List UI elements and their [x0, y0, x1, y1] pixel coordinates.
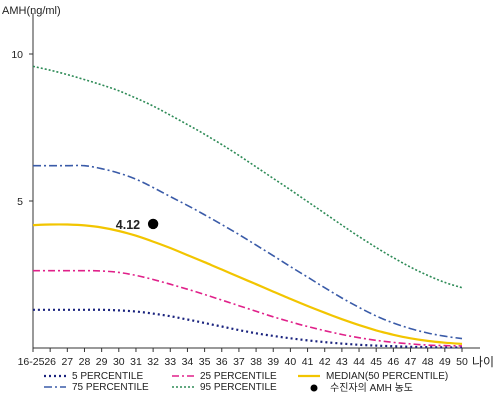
x-tick-label-46: 46	[388, 356, 400, 368]
legend-label-median-50-percentile: MEDIAN(50 PERCENTILE)	[326, 371, 448, 382]
legend-label-5-percentile: 5 PERCENTILE	[72, 371, 143, 382]
legend-label-95-percentile: 95 PERCENTILE	[200, 382, 277, 393]
patient-point: 4.12	[116, 218, 159, 232]
x-tick-label-16-25: 16-25	[18, 356, 45, 368]
x-tick-label-37: 37	[233, 356, 245, 368]
x-axis-title: 나이	[472, 355, 494, 369]
series-line-median-50-percentile	[32, 223, 463, 345]
patient-amh-point	[147, 218, 159, 230]
x-tick-label-48: 48	[422, 356, 434, 368]
x-tick-label-33: 33	[164, 356, 176, 368]
series-line-25-percentile	[33, 269, 463, 347]
legend-label-75-percentile: 75 PERCENTILE	[72, 382, 149, 393]
x-tick-label-34: 34	[182, 356, 194, 368]
patient-amh-label: 4.12	[116, 218, 140, 232]
x-tick-label-47: 47	[405, 356, 417, 368]
x-tick-label-43: 43	[336, 356, 348, 368]
x-tick-label-35: 35	[199, 356, 211, 368]
series-line-75-percentile	[33, 164, 463, 340]
x-tick-label-29: 29	[96, 356, 108, 368]
y-tick-label-10: 10	[11, 49, 23, 61]
legend-swatch-patient-point	[310, 384, 318, 392]
x-tick-label-50: 50	[456, 356, 468, 368]
x-tick-label-39: 39	[267, 356, 279, 368]
tick-labels: AMH(ng/ml) 5 10 16-25 26 27 28 29 30 31 32 33 34 35 36…	[2, 5, 494, 369]
x-tick-label-36: 36	[216, 356, 228, 368]
axes	[29, 13, 480, 352]
x-tick-label-42: 42	[319, 356, 331, 368]
x-tick-label-40: 40	[285, 356, 297, 368]
x-tick-label-30: 30	[113, 356, 125, 368]
x-tick-label-45: 45	[370, 356, 382, 368]
x-tick-label-49: 49	[439, 356, 451, 368]
x-tick-label-31: 31	[130, 356, 142, 368]
x-tick-label-41: 41	[302, 356, 314, 368]
x-tick-label-26: 26	[44, 356, 56, 368]
legend: 5 PERCENTILE 25 PERCENTILE MEDIAN(50 PERCE…	[44, 371, 448, 394]
x-tick-label-38: 38	[250, 356, 262, 368]
series-line-5-percentile	[33, 308, 463, 349]
x-tick-label-44: 44	[353, 356, 365, 368]
series-lines	[32, 65, 463, 349]
x-tick-label-27: 27	[61, 356, 73, 368]
legend-label-patient-point: 수진자의 AMH 농도	[330, 382, 413, 394]
series-line-95-percentile	[32, 65, 463, 289]
legend-label-25-percentile: 25 PERCENTILE	[200, 371, 277, 382]
x-tick-label-28: 28	[79, 356, 91, 368]
y-axis-title: AMH(ng/ml)	[2, 5, 61, 17]
y-tick-label-5: 5	[17, 196, 23, 208]
x-tick-label-32: 32	[147, 356, 159, 368]
